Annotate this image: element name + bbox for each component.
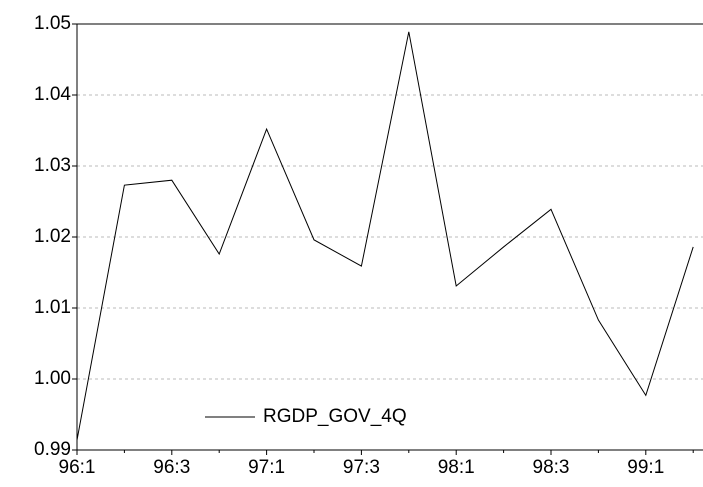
y-tick-label: 1.03 [34, 155, 71, 176]
x-tick-label: 98:3 [533, 457, 570, 478]
y-tick-label: 1.02 [34, 226, 71, 247]
x-tick-label: 99:1 [627, 457, 664, 478]
x-tick-label: 98:1 [438, 457, 475, 478]
y-tick-label: 1.01 [34, 297, 71, 318]
x-tick-label: 97:3 [343, 457, 380, 478]
x-tick-label: 96:1 [59, 457, 96, 478]
y-tick-label: 1.00 [34, 368, 71, 389]
y-tick-label: 1.04 [34, 84, 71, 105]
y-tick-label: 1.05 [34, 13, 71, 34]
x-tick-label: 96:3 [153, 457, 190, 478]
y-tick-label: 0.99 [34, 439, 71, 460]
data-line [76, 31, 694, 441]
legend-label: RGDP_GOV_4Q [263, 406, 407, 427]
x-tick-label: 97:1 [248, 457, 285, 478]
